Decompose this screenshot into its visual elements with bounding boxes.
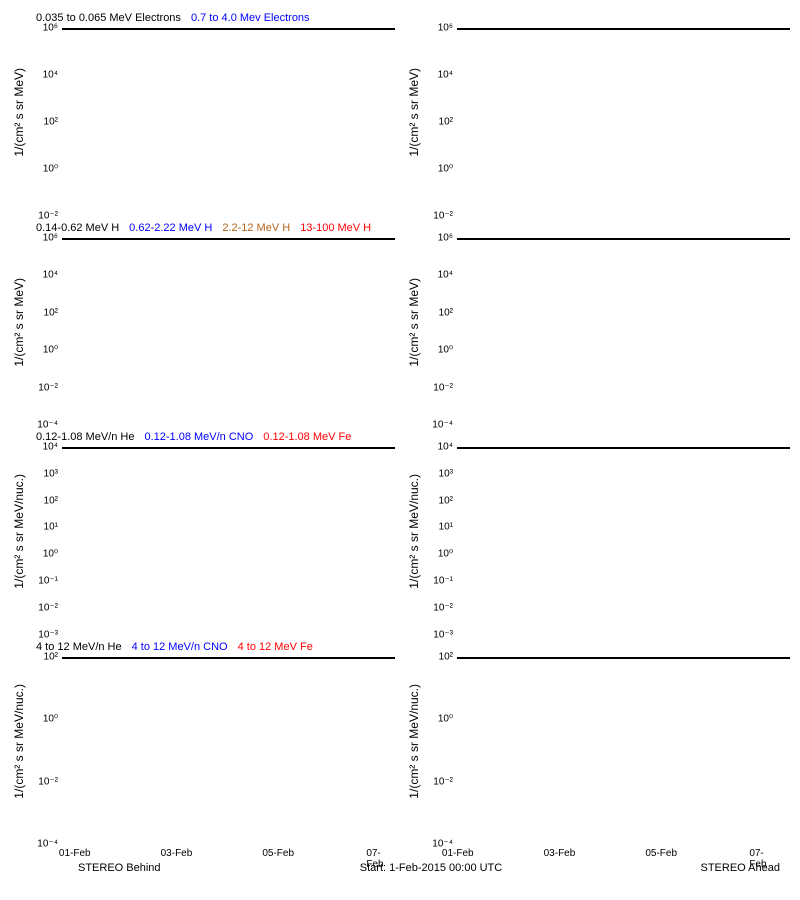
x-tick-label: 03-Feb [161,848,193,859]
y-tick-label: 10⁰ [438,549,453,560]
legend [423,220,790,238]
y-tick-label: 10² [439,116,453,127]
legend [423,10,790,28]
y-tick-label: 10⁴ [438,270,453,281]
y-axis-ticks: 10⁻⁴10⁻²10⁰10² [28,657,60,845]
y-tick-label: 10⁴ [43,69,58,80]
chart-box [457,657,790,659]
y-tick-label: 10⁰ [43,549,58,560]
legend-item: 4 to 12 MeV Fe [238,641,313,653]
panel-row2-col1: 1/(cm² s sr MeV/nuc.)10⁻³10⁻²10⁻¹10⁰10¹1… [405,429,790,635]
y-tick-label: 10² [44,651,58,662]
y-tick-label: 10² [44,307,58,318]
x-tick-label: 03-Feb [544,848,576,859]
y-axis-ticks: 10⁻²10⁰10²10⁴10⁶ [423,28,455,216]
legend: 4 to 12 MeV/n He4 to 12 MeV/n CNO4 to 12… [28,639,395,657]
y-tick-label: 10⁻² [38,602,58,613]
chart-box [457,238,790,240]
chart-box [62,447,395,449]
y-axis-ticks: 10⁻⁴10⁻²10⁰10² [423,657,455,845]
y-tick-label: 10³ [439,468,453,479]
legend-item: 0.7 to 4.0 Mev Electrons [191,12,310,24]
y-axis-ticks: 10⁻²10⁰10²10⁴10⁶ [28,28,60,216]
y-tick-label: 10² [44,495,58,506]
x-tick-label: 01-Feb [59,848,91,859]
legend-item: 13-100 MeV H [300,222,371,234]
y-tick-label: 10² [439,307,453,318]
panel-row1-col0: 1/(cm² s sr MeV) 0.14-0.62 MeV H0.62-2.22… [10,220,395,426]
chart-box [62,238,395,240]
y-tick-label: 10⁻² [433,602,453,613]
y-tick-label: 10⁶ [43,232,58,243]
y-tick-label: 10³ [44,468,58,479]
y-tick-label: 10⁶ [43,23,58,34]
legend [423,429,790,447]
y-tick-label: 10⁴ [438,442,453,453]
right-column-title: STEREO Ahead [701,862,781,874]
y-tick-label: 10⁰ [438,163,453,174]
panel-row0-col1: 1/(cm² s sr MeV)10⁻²10⁰10²10⁴10⁶ [405,10,790,216]
y-axis-label: 1/(cm² s sr MeV/nuc.) [405,474,423,589]
y-tick-label: 10² [439,495,453,506]
y-axis-label: 1/(cm² s sr MeV/nuc.) [10,684,28,799]
y-axis-label: 1/(cm² s sr MeV) [405,68,423,157]
y-tick-label: 10⁻¹ [433,575,453,586]
y-tick-label: 10² [439,651,453,662]
x-tick-label: 05-Feb [645,848,677,859]
legend-item: 0.12-1.08 MeV/n CNO [144,431,253,443]
x-axis-row: 01-Feb03-Feb05-Feb07-FebSTEREO Behind01-… [10,848,790,880]
y-tick-label: 10¹ [44,522,58,533]
legend: 0.035 to 0.065 MeV Electrons0.7 to 4.0 M… [28,10,395,28]
legend: 0.14-0.62 MeV H0.62-2.22 MeV H2.2-12 MeV… [28,220,395,238]
y-axis-ticks: 10⁻⁴10⁻²10⁰10²10⁴10⁶ [28,238,60,426]
y-tick-label: 10⁻² [38,382,58,393]
y-tick-label: 10⁰ [43,714,58,725]
y-axis-label: 1/(cm² s sr MeV) [10,68,28,157]
y-tick-label: 10⁰ [43,163,58,174]
y-tick-label: 10⁻⁴ [37,839,58,850]
chart-box [62,657,395,659]
y-tick-label: 10⁴ [43,442,58,453]
y-tick-label: 10⁰ [43,345,58,356]
y-axis-ticks: 10⁻³10⁻²10⁻¹10⁰10¹10²10³10⁴ [28,447,60,635]
y-tick-label: 10⁶ [438,23,453,34]
start-time-label: Start: 1-Feb-2015 00:00 UTC [360,862,502,874]
legend: 0.12-1.08 MeV/n He0.12-1.08 MeV/n CNO0.1… [28,429,395,447]
y-tick-label: 10² [44,116,58,127]
y-axis-label: 1/(cm² s sr MeV/nuc.) [405,684,423,799]
legend-item: 0.62-2.22 MeV H [129,222,212,234]
chart-grid: 1/(cm² s sr MeV) 0.035 to 0.065 MeV Elect… [10,10,790,880]
panel-row3-col0: 1/(cm² s sr MeV/nuc.) 4 to 12 MeV/n He4 t… [10,639,395,845]
y-axis-label: 1/(cm² s sr MeV) [405,278,423,367]
y-tick-label: 10⁻² [38,776,58,787]
legend [423,639,790,657]
left-column-title: STEREO Behind [78,862,161,874]
chart-box [62,28,395,30]
y-tick-label: 10¹ [439,522,453,533]
panel-row3-col1: 1/(cm² s sr MeV/nuc.)10⁻⁴10⁻²10⁰10² [405,639,790,845]
y-tick-label: 10⁻¹ [38,575,58,586]
legend-item: 2.2-12 MeV H [222,222,290,234]
y-axis-label: 1/(cm² s sr MeV) [10,278,28,367]
y-axis-label: 1/(cm² s sr MeV/nuc.) [10,474,28,589]
y-tick-label: 10⁰ [438,714,453,725]
y-tick-label: 10⁴ [43,270,58,281]
y-tick-label: 10⁶ [438,232,453,243]
panel-row2-col0: 1/(cm² s sr MeV/nuc.) 0.12-1.08 MeV/n He0… [10,429,395,635]
x-tick-label: 05-Feb [262,848,294,859]
y-tick-label: 10⁻² [433,382,453,393]
chart-box [457,28,790,30]
y-axis-ticks: 10⁻³10⁻²10⁻¹10⁰10¹10²10³10⁴ [423,447,455,635]
legend-item: 0.12-1.08 MeV Fe [263,431,351,443]
chart-box [457,447,790,449]
y-tick-label: 10⁻² [433,776,453,787]
y-tick-label: 10⁴ [438,69,453,80]
legend-item: 4 to 12 MeV/n CNO [132,641,228,653]
panel-row0-col0: 1/(cm² s sr MeV) 0.035 to 0.065 MeV Elect… [10,10,395,216]
panel-row1-col1: 1/(cm² s sr MeV)10⁻⁴10⁻²10⁰10²10⁴10⁶ [405,220,790,426]
y-tick-label: 10⁰ [438,345,453,356]
x-tick-label: 01-Feb [442,848,474,859]
y-axis-ticks: 10⁻⁴10⁻²10⁰10²10⁴10⁶ [423,238,455,426]
